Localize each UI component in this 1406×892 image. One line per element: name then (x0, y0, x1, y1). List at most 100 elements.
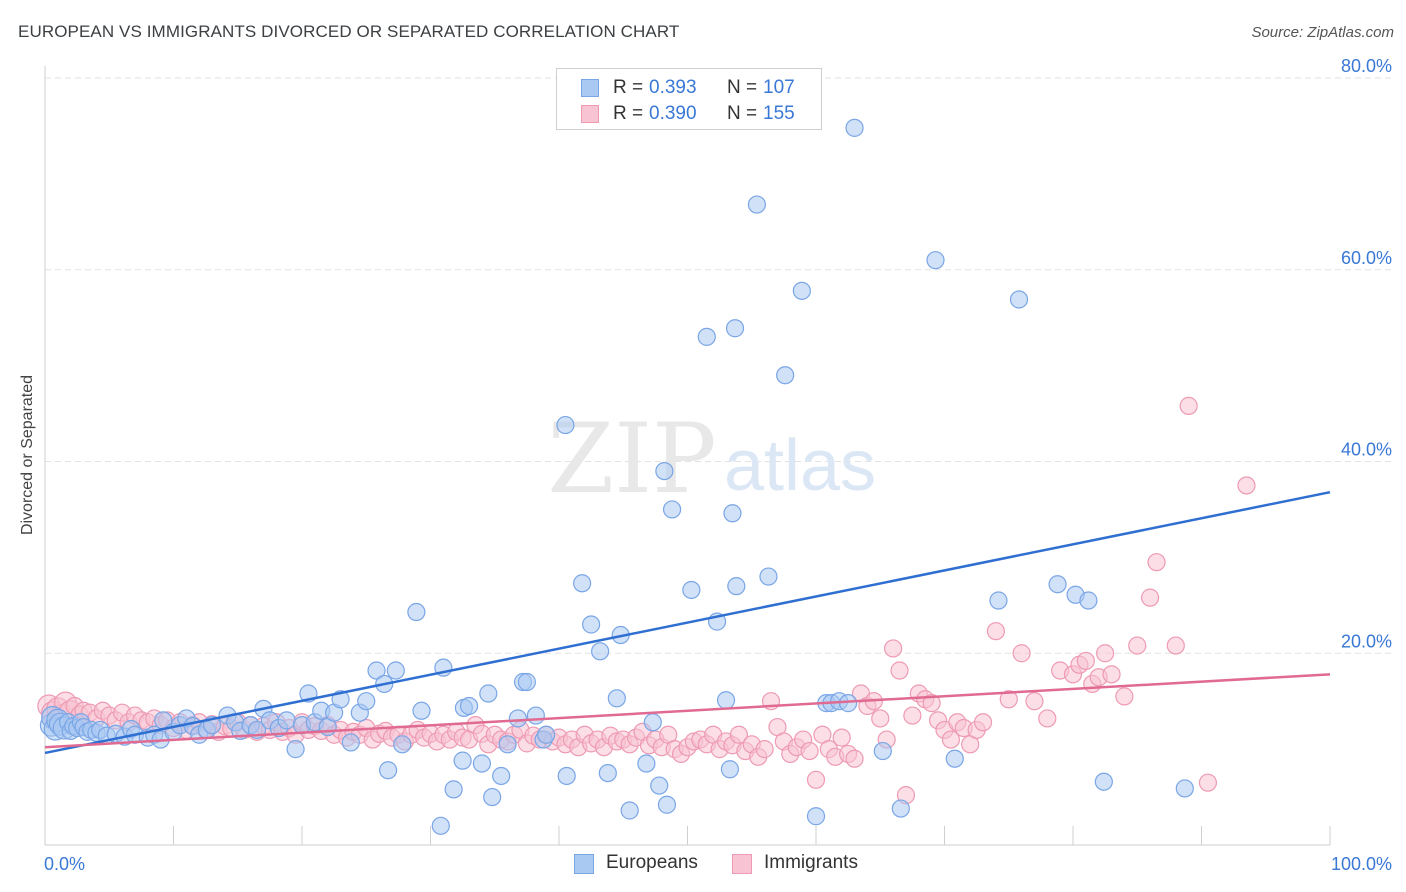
data-point (607, 689, 626, 708)
data-point (479, 684, 498, 703)
data-point (582, 615, 601, 634)
data-point (747, 195, 766, 214)
data-point (890, 661, 909, 680)
data-point (650, 776, 669, 795)
data-point (386, 661, 405, 680)
watermark: ZIP atlas (547, 403, 876, 515)
data-point (973, 713, 993, 732)
n-value: 107 (763, 77, 795, 98)
data-point (792, 281, 811, 300)
data-point (341, 733, 360, 752)
y-tick-label: 60.0% (1341, 248, 1392, 268)
data-point (832, 728, 851, 747)
data-point (1128, 636, 1147, 655)
tick-labels: 20.0% 40.0% 60.0% 80.0% 0.0% 100.0% (44, 56, 1392, 874)
data-point (723, 504, 742, 523)
data-point (1115, 687, 1134, 706)
n-label: N = (727, 77, 758, 98)
data-point (431, 816, 450, 835)
data-point (378, 761, 398, 780)
data-point (367, 661, 386, 680)
data-point (1096, 644, 1115, 663)
data-point (776, 366, 795, 385)
series-europeans (39, 118, 1194, 835)
data-point (1009, 290, 1029, 309)
data-point (1076, 651, 1095, 671)
data-point (986, 622, 1006, 641)
data-point (903, 706, 922, 725)
data-point (453, 751, 472, 770)
data-point (537, 725, 556, 744)
x-tick-label: 100.0% (1331, 854, 1392, 874)
watermark-zip: ZIP (547, 403, 716, 515)
data-point (729, 725, 749, 744)
data-point (286, 740, 305, 759)
data-point (492, 766, 511, 786)
n-value: 155 (763, 103, 795, 124)
source-label: Source: ZipAtlas.com (1251, 24, 1394, 41)
data-point (1179, 396, 1198, 415)
data-point (941, 730, 961, 749)
data-point (697, 327, 716, 346)
data-point (1140, 588, 1160, 607)
y-tick-label: 20.0% (1341, 631, 1392, 651)
data-point (1094, 772, 1113, 791)
legend-swatch-europeans (574, 854, 594, 874)
trendlines (44, 490, 1331, 755)
data-point (357, 692, 376, 711)
data-point (459, 696, 479, 716)
data-point (922, 694, 941, 713)
y-tick-label: 40.0% (1341, 440, 1392, 460)
data-point (277, 711, 296, 730)
data-point (620, 801, 639, 820)
chart-title: EUROPEAN VS IMMIGRANTS DIVORCED OR SEPAR… (18, 22, 680, 41)
data-point (637, 754, 656, 773)
data-point (508, 709, 527, 728)
data-point (727, 577, 746, 596)
data-point (472, 754, 491, 773)
data-point (989, 591, 1008, 610)
data-point (393, 735, 412, 754)
data-point (845, 749, 864, 768)
data-point (591, 642, 610, 661)
data-point (662, 500, 682, 519)
data-point (755, 740, 774, 759)
data-point (643, 713, 662, 732)
data-point (873, 741, 892, 761)
data-point (926, 251, 945, 270)
data-point (883, 639, 903, 658)
data-point (1012, 644, 1031, 663)
legend-swatch-europeans (581, 79, 599, 97)
y-tick-label: 80.0% (1341, 56, 1392, 76)
data-point (1237, 476, 1256, 495)
y-axis-title: Divorced or Separated (19, 374, 36, 536)
legend-swatch-immigrants (581, 105, 599, 123)
data-point (517, 672, 536, 692)
data-point (845, 118, 864, 137)
data-point (1079, 591, 1098, 610)
trendline-immigrants (44, 673, 1331, 749)
data-point (806, 807, 826, 826)
data-point (598, 763, 617, 783)
data-point (1038, 709, 1057, 728)
data-point (657, 795, 677, 814)
data-point (759, 567, 778, 586)
watermark-atlas: atlas (724, 426, 876, 506)
data-point (682, 580, 701, 600)
data-point (945, 749, 964, 768)
data-point (871, 709, 890, 728)
data-point (557, 766, 576, 786)
data-point (999, 690, 1018, 709)
data-point (725, 319, 745, 338)
n-label: N = (727, 103, 758, 124)
data-point (483, 787, 502, 807)
legend-label-europeans: Europeans (606, 852, 698, 873)
legend-swatch-immigrants (732, 854, 752, 874)
data-point (412, 701, 431, 720)
correlation-legend: R = 0.393 N = 107 R = 0.390 N = 155 (556, 68, 822, 130)
data-point (1102, 665, 1121, 684)
data-point (1025, 692, 1044, 711)
data-point (556, 415, 575, 435)
data-point (444, 780, 463, 799)
data-point (407, 602, 426, 622)
